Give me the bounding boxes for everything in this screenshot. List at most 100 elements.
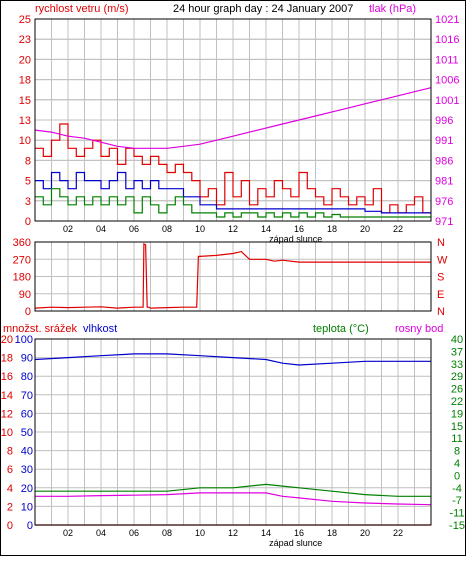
panel3-x-tick-label: 12 (228, 528, 238, 538)
pressure-y-tick-label: 981 (435, 176, 453, 188)
pressure-y-tick-label: 1021 (435, 14, 459, 26)
humidity-y-tick-label: 100 (15, 334, 33, 346)
rain-y-tick-label: 4 (7, 483, 13, 495)
panel1-x-tick-label: 04 (96, 224, 106, 234)
panel1-x-tick-label: 18 (327, 224, 337, 234)
humidity-axis-title: vlhkost (83, 323, 117, 335)
panel1-x-tick-label: 12 (228, 224, 238, 234)
panel3-x-tick-label: 20 (360, 528, 370, 538)
series-line-rosny (35, 492, 432, 506)
direction-compass-label: N (437, 237, 445, 249)
wind-y-tick-label: 18 (19, 75, 31, 87)
humidity-y-tick-label: 60 (21, 408, 33, 420)
temperature-y-tick-label: -7 (452, 495, 462, 507)
panel-humidity-temperature: 024681012141618200102030405060708090100-… (1, 334, 465, 548)
temperature-y-tick-label: 0 (454, 470, 460, 482)
wind-y-tick-label: 8 (25, 155, 31, 167)
wind-y-tick-label: 20 (19, 54, 31, 66)
dew-point-axis-title: rosny bod (395, 323, 443, 335)
pressure-y-tick-label: 986 (435, 155, 453, 167)
panel1-x-tick-label: 02 (63, 224, 73, 234)
direction-y-tick-label: 270 (13, 254, 31, 266)
wind-speed-axis-title: rychlost vetru (m/s) (35, 3, 129, 15)
temperature-y-tick-label: 29 (451, 371, 463, 383)
direction-compass-label: N (437, 306, 445, 318)
wind-y-tick-label: 10 (19, 135, 31, 147)
series-line-green (35, 188, 431, 218)
wind-y-tick-label: 0 (25, 216, 31, 228)
humidity-y-tick-label: 70 (21, 390, 33, 402)
humidity-y-tick-label: 20 (21, 483, 33, 495)
series-line-vlhkost (34, 353, 431, 366)
series-line-gust (35, 171, 431, 214)
temperature-y-tick-label: -11 (449, 508, 464, 520)
temperature-y-tick-label: 40 (451, 334, 463, 346)
pressure-y-tick-label: 1016 (435, 34, 459, 46)
panel1-x-tick-label: 16 (294, 224, 304, 234)
temperature-y-tick-label: -4 (452, 483, 462, 495)
humidity-y-tick-label: 80 (21, 371, 33, 383)
wind-y-tick-label: 25 (19, 14, 31, 26)
temperature-y-tick-label: 8 (454, 446, 460, 458)
pressure-axis-title: tlak (hPa) (369, 3, 416, 15)
rain-axis-title: množst. srážek (3, 323, 77, 335)
panel3-x-tick-label: 08 (162, 528, 172, 538)
temperature-y-tick-label: 19 (451, 408, 463, 420)
panel1-x-tick-label: 20 (360, 224, 370, 234)
temperature-axis-title: teplota (°C) (313, 323, 369, 335)
direction-compass-label: S (437, 272, 444, 284)
humidity-y-tick-label: 30 (21, 464, 33, 476)
temperature-y-tick-label: -15 (449, 520, 465, 532)
rain-y-tick-label: 14 (1, 390, 13, 402)
panel1-x-tick-label: 08 (162, 224, 172, 234)
wind-y-tick-label: 15 (19, 95, 31, 107)
temperature-y-tick-label: 22 (451, 396, 463, 408)
rain-y-tick-label: 2 (7, 501, 13, 513)
pressure-y-tick-label: 971 (435, 216, 453, 228)
panel1-x-tick-label: 14 (261, 224, 271, 234)
pressure-y-tick-label: 1011 (435, 54, 459, 66)
panel3-x-tick-label: 04 (96, 528, 106, 538)
panel1-x-tick-label: 22 (393, 224, 403, 234)
temperature-y-tick-label: 37 (451, 346, 463, 358)
series-line-teplota (35, 483, 431, 497)
pressure-y-tick-label: 976 (435, 196, 453, 208)
rain-y-tick-label: 16 (1, 371, 13, 383)
direction-compass-label: E (437, 289, 444, 301)
rain-y-tick-label: 8 (7, 446, 13, 458)
humidity-y-tick-label: 0 (27, 520, 33, 532)
pressure-y-tick-label: 991 (435, 135, 453, 147)
direction-y-tick-label: 90 (19, 289, 31, 301)
humidity-y-tick-label: 90 (21, 353, 33, 365)
direction-y-tick-label: 0 (25, 306, 31, 318)
rain-y-tick-label: 0 (7, 520, 13, 532)
panel3-x-tick-label: 10 (195, 528, 205, 538)
panel1-x-tick-label: 06 (129, 224, 139, 234)
pressure-y-tick-label: 1006 (435, 75, 459, 87)
pressure-y-tick-label: 1001 (435, 95, 459, 107)
temperature-y-tick-label: 26 (451, 384, 463, 396)
direction-compass-label: W (437, 254, 448, 266)
humidity-y-tick-label: 40 (21, 446, 33, 458)
rain-y-tick-label: 20 (1, 334, 13, 346)
humidity-y-tick-label: 50 (21, 427, 33, 439)
wind-y-tick-label: 3 (25, 196, 31, 208)
temperature-y-tick-label: 11 (451, 433, 462, 445)
series-line-rychlost (35, 123, 431, 214)
rain-y-tick-label: 10 (1, 427, 13, 439)
rain-y-tick-label: 18 (1, 353, 13, 365)
pressure-y-tick-label: 996 (435, 115, 453, 127)
direction-y-tick-label: 180 (13, 272, 31, 284)
temperature-y-tick-label: 15 (451, 421, 463, 433)
panel-wind-pressure: 0 3 5 8 10 13 15 18 20 23 25 971 976 981 986 991 996 1001… (19, 14, 460, 244)
wind-y-tick-label: 23 (19, 34, 31, 46)
panel3-x-caption: západ slunce (269, 538, 322, 548)
panel3-frame (34, 338, 432, 526)
rain-y-tick-label: 6 (7, 464, 13, 476)
rain-y-tick-label: 12 (1, 408, 13, 420)
panel3-x-tick-label: 16 (294, 528, 304, 538)
panel3-x-tick-label: 02 (63, 528, 73, 538)
